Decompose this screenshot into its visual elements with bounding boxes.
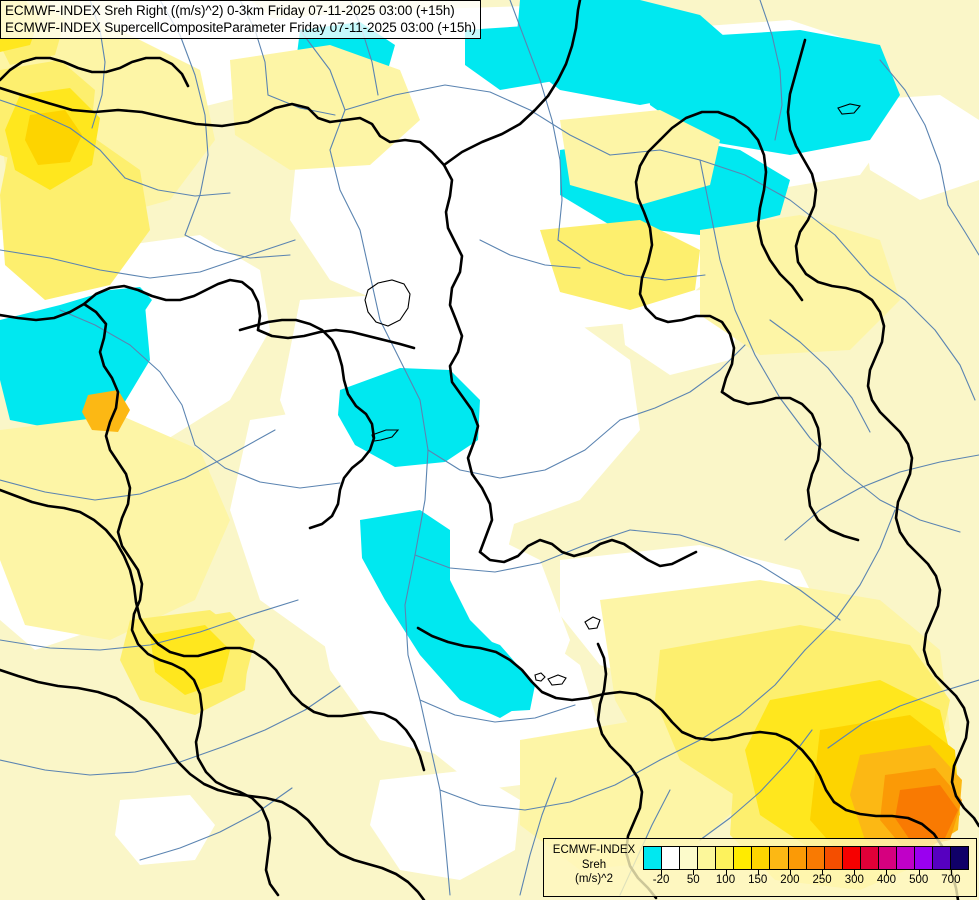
- legend-caption-units: (m/s)^2: [575, 873, 613, 885]
- legend-color-cell-15: [914, 847, 933, 869]
- legend-tick-mark-7: [886, 870, 888, 875]
- legend-color-cell-11: [842, 847, 861, 869]
- legend-panel: ECMWF-INDEX Sreh (m/s)^2 -20 50 100 150 200 2…: [543, 838, 977, 897]
- legend-color-cell-8: [788, 847, 807, 869]
- legend-tick-label-9: 700: [941, 874, 961, 886]
- legend-tick-label-4: 200: [780, 874, 800, 886]
- legend-color-cell-7: [770, 847, 789, 869]
- legend-tick-label-6: 300: [844, 874, 864, 886]
- legend-tick-label-7: 400: [876, 874, 897, 886]
- legend-color-cell-2: [680, 847, 699, 869]
- legend-color-cell-9: [806, 847, 825, 869]
- map-title-box: ECMWF-INDEX Sreh Right ((m/s)^2) 0-3km F…: [0, 0, 482, 39]
- legend-tick-mark-6: [854, 870, 856, 875]
- legend-tick-label-8: 500: [909, 874, 929, 886]
- legend-tick-label-3: 150: [748, 874, 768, 886]
- lake-outlines: [364, 103, 862, 686]
- legend-tick-mark-1: [693, 870, 695, 875]
- legend-tick-mark-9: [950, 870, 952, 875]
- legend-color-cell-13: [878, 847, 897, 869]
- legend-color-cell-0: [644, 847, 663, 869]
- legend-tick-label-0: -20: [652, 874, 670, 886]
- legend-caption-variable: Sreh: [581, 858, 607, 871]
- legend-color-cell-10: [824, 847, 843, 869]
- legend-tick-label-5: 250: [812, 874, 832, 886]
- title-line-1: ECMWF-INDEX Sreh Right ((m/s)^2) 0-3km F…: [5, 3, 455, 18]
- legend-tick-axis: -20 50 100 150 200 250 300 400 500 700: [643, 870, 969, 894]
- field-orange-contours: [25, 110, 962, 865]
- legend-tick-mark-2: [725, 870, 727, 875]
- legend-color-cell-16: [933, 847, 952, 869]
- legend-tick-mark-8: [918, 870, 920, 875]
- legend-color-cell-12: [860, 847, 879, 869]
- legend-color-cell-3: [698, 847, 717, 869]
- legend-caption: ECMWF-INDEX Sreh (m/s)^2: [548, 843, 640, 887]
- legend-color-cell-4: [716, 847, 735, 869]
- legend-caption-model: ECMWF-INDEX: [552, 844, 636, 856]
- legend-tick-mark-3: [757, 870, 759, 875]
- legend-tick-mark-0: [661, 870, 663, 875]
- legend-tick-label-1: 50: [686, 874, 700, 886]
- legend-color-cell-5: [734, 847, 753, 869]
- legend-color-cell-17: [951, 847, 969, 869]
- legend-color-cell-1: [662, 847, 681, 869]
- legend-color-cell-14: [896, 847, 915, 869]
- legend-colorbar: [643, 846, 969, 870]
- title-line-2: ECMWF-INDEX SupercellCompositeParameter …: [5, 20, 477, 35]
- legend-tick-label-2: 100: [715, 874, 736, 886]
- legend-tick-mark-4: [789, 870, 791, 875]
- legend-color-cell-6: [752, 847, 771, 869]
- legend-tick-mark-5: [822, 870, 824, 875]
